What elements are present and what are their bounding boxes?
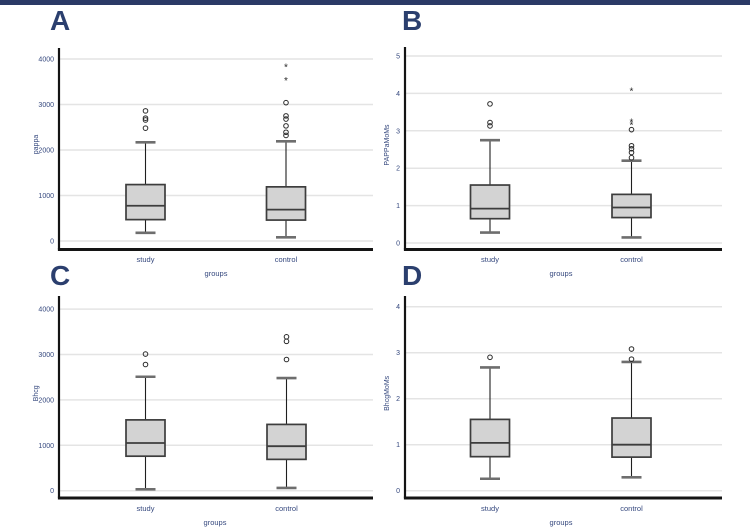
box-control xyxy=(611,417,652,458)
extreme-point: * xyxy=(284,63,288,74)
panel-label-d: D xyxy=(402,260,423,291)
x-axis-title: groups xyxy=(550,518,573,527)
outlier-point xyxy=(283,356,290,363)
y-tick-label: 1 xyxy=(396,442,400,449)
y-tick-label: 3 xyxy=(396,128,400,135)
x-axis-title: groups xyxy=(205,269,228,278)
outlier-point xyxy=(628,346,635,352)
outlier-point xyxy=(142,351,149,357)
outlier-point xyxy=(283,113,289,119)
x-axis-title: groups xyxy=(550,269,573,278)
category-label: control xyxy=(275,255,298,264)
category-label: study xyxy=(137,504,155,513)
category-label: study xyxy=(481,255,499,264)
category-label: control xyxy=(620,504,643,513)
y-axis-title: PAPPaMoMs xyxy=(384,124,391,166)
box-control xyxy=(266,423,307,461)
outlier-point xyxy=(283,132,289,139)
x-axis-title: groups xyxy=(204,518,227,527)
extreme-point: * xyxy=(630,86,634,97)
y-tick-label: 3000 xyxy=(38,352,54,359)
outlier-point xyxy=(283,333,290,340)
box-control xyxy=(611,193,652,219)
y-tick-label: 0 xyxy=(50,488,54,495)
category-label: study xyxy=(137,255,155,264)
y-tick-label: 2 xyxy=(396,166,400,173)
outlier-point xyxy=(283,116,289,122)
y-axis-title: Bhcg xyxy=(33,385,40,401)
y-tick-label: 5 xyxy=(396,54,400,61)
category-label: control xyxy=(275,504,298,513)
outlier-point xyxy=(487,119,493,126)
top-bar xyxy=(0,0,750,5)
category-label: control xyxy=(620,255,643,264)
y-tick-label: 1 xyxy=(396,203,400,210)
outlier-point xyxy=(628,142,635,149)
y-tick-label: 0 xyxy=(396,241,400,248)
outlier-point xyxy=(142,361,149,368)
y-tick-label: 4 xyxy=(396,91,400,98)
outlier-point xyxy=(283,129,289,136)
box-study xyxy=(125,183,166,221)
box-control xyxy=(265,186,307,221)
box-study xyxy=(469,184,511,220)
outlier-point xyxy=(628,356,635,362)
outlier-point xyxy=(487,123,493,129)
y-tick-label: 2000 xyxy=(38,397,54,404)
outlier-point xyxy=(487,354,493,361)
outlier-point xyxy=(628,126,635,133)
y-tick-label: 4000 xyxy=(38,307,54,314)
outlier-point xyxy=(283,338,290,345)
y-axis-title: pappa xyxy=(33,135,40,155)
outlier-point xyxy=(487,101,493,107)
y-tick-label: 2000 xyxy=(38,148,54,155)
y-tick-label: 1000 xyxy=(38,443,54,450)
y-tick-label: 4 xyxy=(396,304,400,311)
outlier-point xyxy=(628,154,635,161)
extreme-point: * xyxy=(284,76,288,87)
y-tick-label: 4000 xyxy=(38,57,54,64)
category-label: study xyxy=(481,504,499,513)
box-study xyxy=(125,419,166,458)
panel-label-a: A xyxy=(50,5,71,36)
box-study xyxy=(469,418,511,458)
panel-label-c: C xyxy=(50,260,71,291)
y-tick-label: 2 xyxy=(396,396,400,403)
y-tick-label: 0 xyxy=(396,488,400,495)
extreme-point: * xyxy=(630,117,634,128)
outlier-point xyxy=(142,117,149,123)
panel-label-b: B xyxy=(402,5,423,36)
outlier-point xyxy=(628,145,635,152)
outlier-point xyxy=(142,108,149,114)
outlier-point xyxy=(283,99,289,106)
y-tick-label: 3 xyxy=(396,350,400,357)
outlier-point xyxy=(142,115,149,121)
y-tick-label: 0 xyxy=(50,239,54,246)
y-tick-label: 1000 xyxy=(38,193,54,200)
outlier-point xyxy=(283,123,289,129)
y-tick-label: 3000 xyxy=(38,102,54,109)
outlier-point xyxy=(628,149,635,156)
extreme-point: * xyxy=(630,120,634,131)
y-axis-title: BhcgMoMs xyxy=(384,375,391,411)
outlier-point xyxy=(142,125,149,131)
